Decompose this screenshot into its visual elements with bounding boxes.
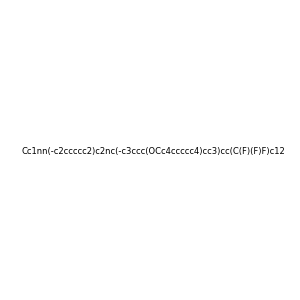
Text: Cc1nn(-c2ccccc2)c2nc(-c3ccc(OCc4ccccc4)cc3)cc(C(F)(F)F)c12: Cc1nn(-c2ccccc2)c2nc(-c3ccc(OCc4ccccc4)c… [22, 147, 286, 156]
